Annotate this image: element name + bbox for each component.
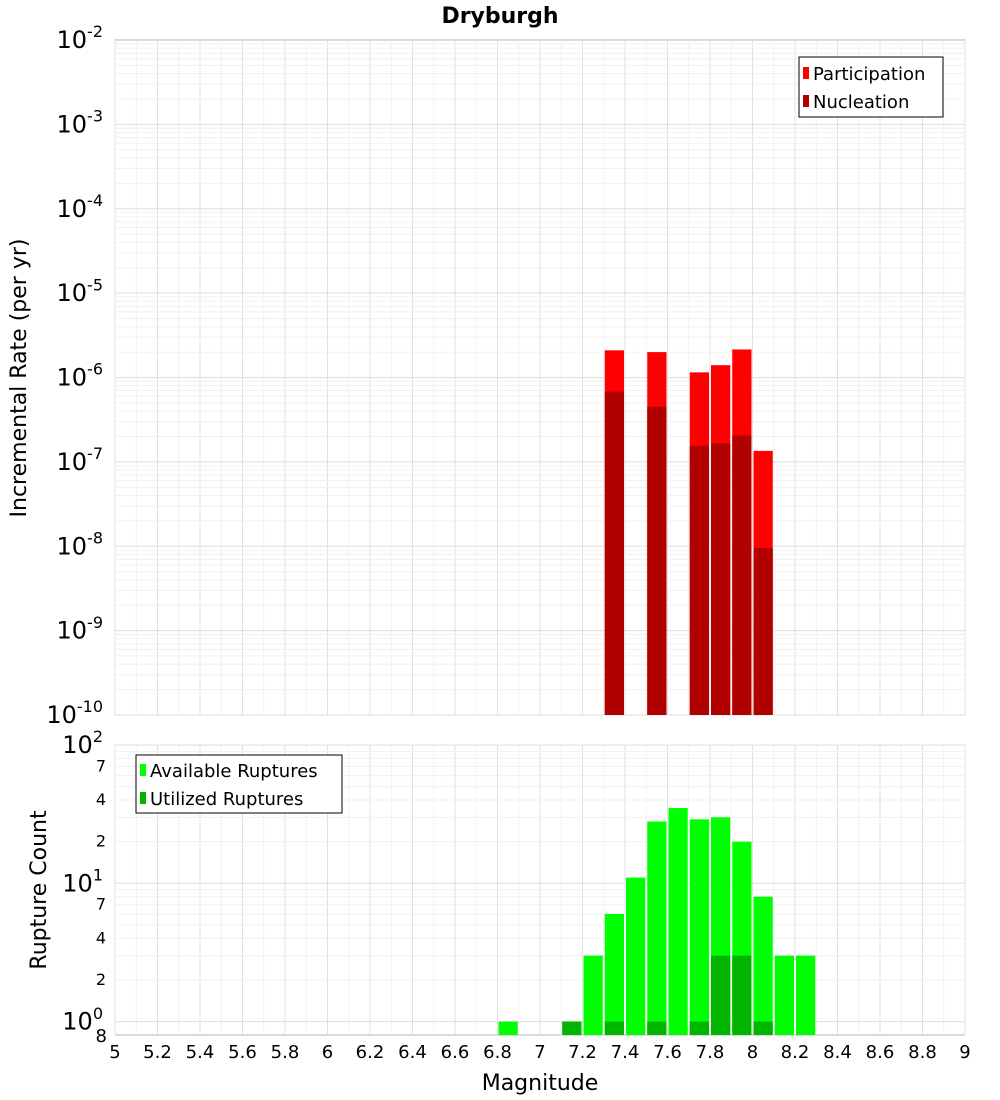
bottom-bars [498, 808, 816, 1035]
x-tick-label: 8.2 [781, 1042, 810, 1063]
bottom-y-axis-label: Rupture Count [27, 810, 52, 970]
bar-available-ruptures-8.25 [796, 955, 816, 1035]
top-y-tick-labels: 10-10 10-9 10-8 10-7 10-6 10-5 10-4 10-3 10-2 [46, 22, 103, 729]
bar-available-ruptures-7.35 [604, 913, 624, 1035]
bottom-legend-box [135, 754, 343, 814]
x-tick-label: 7.8 [696, 1042, 725, 1063]
x-tick-label: 5.4 [186, 1042, 215, 1063]
bottom-y-minor-tick-label: 7 [96, 895, 106, 914]
top-legend-label: Nucleation [813, 92, 909, 113]
x-tick-label: 8.4 [823, 1042, 852, 1063]
x-tick-label: 6.6 [441, 1042, 470, 1063]
top-y-tick-label: 10-5 [57, 275, 104, 307]
bar-nucleation-7.35 [604, 391, 624, 715]
bottom-y-tick-label: 102 [62, 727, 103, 759]
bar-available-ruptures-7.45 [626, 877, 646, 1035]
bar-nucleation-8.05 [753, 548, 773, 715]
bottom-panel: 100 101 102 2 4 7 2 4 7 8 5 5.2 5.4 5.6 5.8 6 6.2 6.4 6.6… [27, 727, 971, 1096]
bottom-y-tick-label: 101 [62, 865, 103, 897]
x-tick-label: 6 [322, 1042, 333, 1063]
bottom-legend-swatch [140, 792, 146, 804]
x-tick-label: 5 [109, 1042, 120, 1063]
top-y-tick-label: 10-2 [57, 22, 104, 54]
top-y-tick-label: 10-10 [46, 697, 103, 729]
bar-available-ruptures-8.05 [753, 896, 773, 1035]
bar-nucleation-7.85 [711, 443, 731, 715]
top-legend-box [798, 56, 944, 118]
x-tick-labels: 5 5.2 5.4 5.6 5.8 6 6.2 6.4 6.6 6.8 7 7.2 7.4 7.6 7.8 8… [109, 1042, 970, 1063]
x-tick-label: 5.2 [143, 1042, 172, 1063]
bar-available-ruptures-6.85 [498, 1021, 518, 1035]
top-gridlines [114, 40, 966, 716]
bar-utilized-ruptures-7.35 [604, 1021, 624, 1035]
top-bars [604, 349, 773, 715]
bottom-y-minor-tick-label: 4 [96, 928, 106, 947]
bar-available-ruptures-7.75 [689, 819, 709, 1035]
bar-utilized-ruptures-7.15 [562, 1021, 582, 1035]
x-tick-label: 9 [959, 1042, 970, 1063]
top-y-axis-label: Incremental Rate (per yr) [7, 239, 32, 518]
x-tick-label: 6.4 [398, 1042, 427, 1063]
top-legend-label: Participation [813, 64, 925, 85]
bottom-y-floor-label: 8 [96, 1026, 107, 1047]
bottom-y-minor-tick-label: 7 [96, 756, 106, 775]
top-y-tick-label: 10-6 [57, 360, 104, 392]
bar-utilized-ruptures-8.05 [753, 1021, 773, 1035]
x-tick-label: 5.8 [271, 1042, 300, 1063]
bottom-y-tick-labels: 100 101 102 2 4 7 2 4 7 8 [62, 727, 107, 1047]
x-tick-label: 8 [747, 1042, 758, 1063]
bottom-y-minor-tick-label: 2 [96, 832, 106, 851]
bottom-legend-label: Utilized Ruptures [150, 789, 303, 810]
x-tick-label: 6.2 [356, 1042, 385, 1063]
x-tick-label: 7.4 [611, 1042, 640, 1063]
top-legend-swatch [803, 67, 809, 79]
bar-available-ruptures-7.25 [583, 955, 603, 1035]
bottom-gridlines [114, 744, 966, 1035]
x-tick-label: 7.2 [568, 1042, 597, 1063]
chart-title: Dryburgh [441, 4, 558, 29]
bottom-y-tick-label: 100 [62, 1004, 103, 1036]
x-axis-label: Magnitude [482, 1071, 599, 1096]
bottom-y-minor-tick-label: 2 [96, 970, 106, 989]
top-legend-swatch [803, 95, 809, 107]
x-tick-label: 6.8 [483, 1042, 512, 1063]
top-y-tick-label: 10-8 [57, 528, 104, 560]
top-y-tick-label: 10-9 [57, 613, 104, 645]
bar-nucleation-7.55 [647, 406, 667, 715]
top-legend: Participation Nucleation [798, 56, 944, 118]
bar-utilized-ruptures-7.95 [732, 955, 752, 1035]
top-panel: 10-10 10-9 10-8 10-7 10-6 10-5 10-4 10-3 10-2 In… [7, 22, 966, 729]
bar-utilized-ruptures-7.85 [711, 955, 731, 1035]
x-tick-label: 8.6 [866, 1042, 895, 1063]
bar-utilized-ruptures-7.75 [689, 1021, 709, 1035]
bottom-legend-label: Available Ruptures [150, 761, 318, 782]
bar-nucleation-7.95 [732, 435, 752, 715]
top-y-tick-label: 10-7 [57, 444, 104, 476]
x-tick-label: 7.6 [653, 1042, 682, 1063]
bar-available-ruptures-7.55 [647, 821, 667, 1035]
bar-utilized-ruptures-7.55 [647, 1021, 667, 1035]
bar-nucleation-7.75 [689, 445, 709, 715]
bottom-legend: Available Ruptures Utilized Ruptures [135, 754, 343, 814]
x-tick-label: 5.6 [228, 1042, 257, 1063]
top-y-tick-label: 10-4 [57, 191, 104, 223]
bar-available-ruptures-7.65 [668, 808, 688, 1035]
top-y-tick-label: 10-3 [57, 107, 104, 139]
bar-available-ruptures-8.15 [774, 955, 794, 1035]
x-tick-label: 8.8 [908, 1042, 937, 1063]
bottom-legend-swatch [140, 764, 146, 776]
x-tick-label: 7 [534, 1042, 545, 1063]
bottom-y-minor-tick-label: 4 [96, 790, 106, 809]
